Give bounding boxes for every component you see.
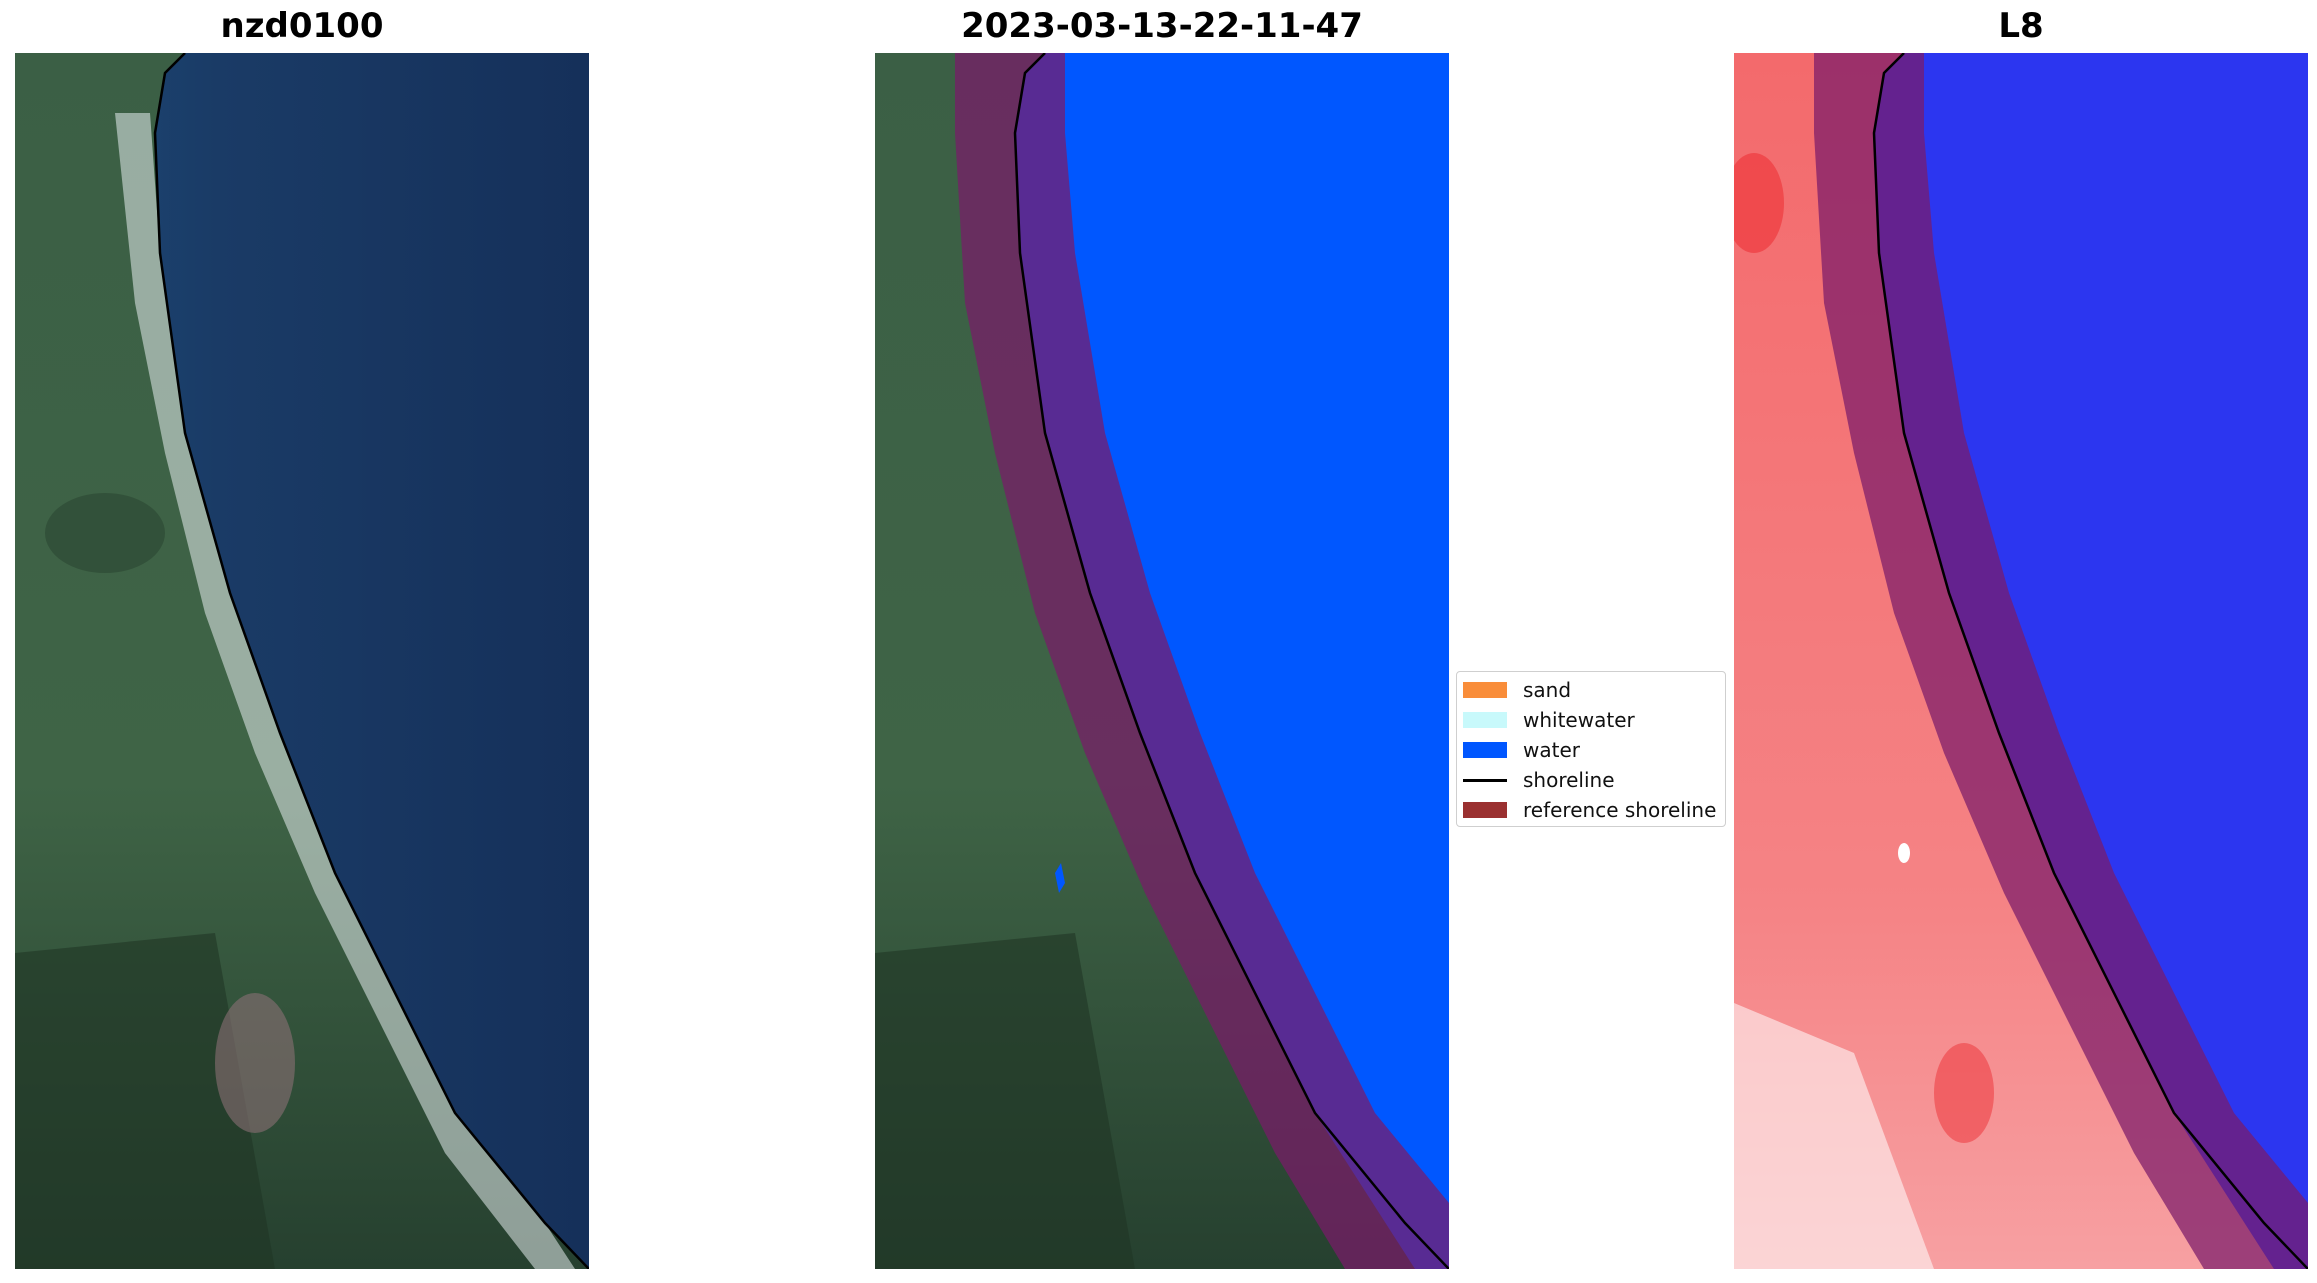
legend-label: water: [1523, 738, 1580, 762]
panel-title-classified: 2023-03-13-22-11-47: [961, 6, 1363, 46]
index-image: [1734, 53, 2308, 1269]
whitewater-swatch: [1463, 712, 1507, 728]
water-swatch: [1463, 742, 1507, 758]
classified-image: [875, 53, 1449, 1269]
legend-label: shoreline: [1523, 768, 1615, 792]
rgb-image: [15, 53, 589, 1269]
legend: sand whitewater water shoreline referenc…: [1456, 671, 1726, 827]
legend-item-reference-shoreline: reference shoreline: [1463, 797, 1716, 823]
shoreline-swatch: [1463, 778, 1507, 782]
legend-item-water: water: [1463, 737, 1580, 763]
legend-item-shoreline: shoreline: [1463, 767, 1615, 793]
legend-label: whitewater: [1523, 708, 1635, 732]
classified-image-panel: [875, 53, 1449, 1269]
index-image-panel: [1734, 53, 2308, 1269]
reference-shoreline-swatch: [1463, 802, 1507, 818]
sand-swatch: [1463, 682, 1507, 698]
panel-title-rgb: nzd0100: [220, 6, 384, 46]
legend-item-whitewater: whitewater: [1463, 707, 1635, 733]
legend-label: reference shoreline: [1523, 798, 1717, 822]
rgb-image-panel: [15, 53, 589, 1269]
panel-title-index: L8: [1998, 6, 2044, 46]
legend-label: sand: [1523, 678, 1572, 702]
legend-item-sand: sand: [1463, 677, 1571, 703]
